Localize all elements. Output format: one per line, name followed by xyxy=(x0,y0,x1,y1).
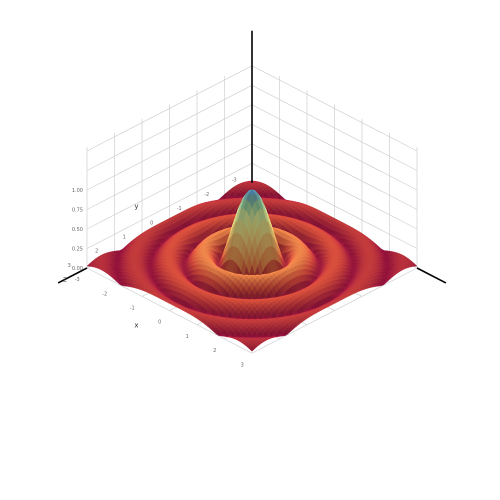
x-tick-label: 3 xyxy=(241,362,244,368)
z-tick-label: 0.75 xyxy=(72,208,83,214)
grid-line xyxy=(86,267,253,354)
z-axis-title: z xyxy=(63,276,67,284)
y-tick-label: 2 xyxy=(95,249,98,255)
x-tick-label: 1 xyxy=(186,334,189,340)
x-tick-label: 2 xyxy=(213,348,216,354)
z-tick-label: 0.25 xyxy=(72,247,83,253)
y-axis-line xyxy=(57,267,88,284)
x-tick-label: -1 xyxy=(130,306,135,312)
x-axis-title: x xyxy=(134,322,138,330)
y-tick-label: 1 xyxy=(123,235,126,241)
grid-line xyxy=(251,267,418,354)
x-axis-line xyxy=(416,267,447,284)
z-tick-label: 0.50 xyxy=(72,227,83,233)
z-tick-label: 1.00 xyxy=(72,188,83,194)
surface-mesh xyxy=(86,180,418,352)
z-tick-label: 0.00 xyxy=(72,266,83,272)
x-tick-label: -2 xyxy=(102,291,107,297)
x-tick-label: -3 xyxy=(75,277,80,283)
x-tick-label: 0 xyxy=(158,320,161,326)
y-axis-title: y xyxy=(134,202,138,210)
y-tick-label: 0 xyxy=(150,220,153,226)
y-tick-label: -3 xyxy=(232,178,237,184)
axis-labels: 0.00 0.25 0.50 0.75 1.00 z -3 -2 -1 0 1 2 3 y -3 -2 -1 0 1… xyxy=(63,178,244,369)
y-tick-label: -1 xyxy=(177,206,182,212)
axes xyxy=(57,30,447,284)
y-tick-label: -2 xyxy=(204,192,209,198)
surface-cell xyxy=(248,345,256,352)
y-tick-label: 3 xyxy=(68,263,71,269)
